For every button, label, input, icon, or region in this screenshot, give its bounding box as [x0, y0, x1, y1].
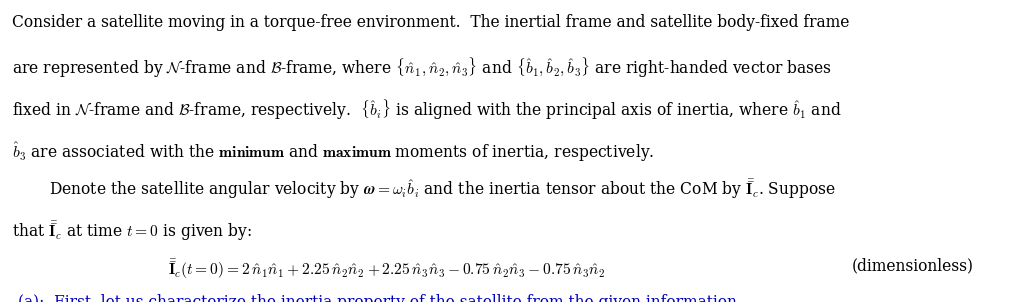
Text: fixed in $\mathcal{N}$-frame and $\mathcal{B}$-frame, respectively.  $\{\hat{b}_: fixed in $\mathcal{N}$-frame and $\mathc… [12, 98, 842, 122]
Text: are represented by $\mathcal{N}$-frame and $\mathcal{B}$-frame, where $\{\hat{n}: are represented by $\mathcal{N}$-frame a… [12, 56, 832, 79]
Text: (dimensionless): (dimensionless) [851, 257, 973, 274]
Text: $\bar{\bar{\mathbf{I}}}_c(t=0) = 2\,\hat{n}_1\hat{n}_1 + 2.25\,\hat{n}_2\hat{n}_: $\bar{\bar{\mathbf{I}}}_c(t=0) = 2\,\hat… [168, 257, 606, 281]
Text: Consider a satellite moving in a torque-free environment.  The inertial frame an: Consider a satellite moving in a torque-… [12, 14, 849, 31]
Text: $\hat{b}_3$ are associated with the $\mathbf{minimum}$ and $\mathbf{maximum}$ mo: $\hat{b}_3$ are associated with the $\ma… [12, 140, 654, 164]
Text: (a):  First, let us characterize the inertia property of the satellite from the : (a): First, let us characterize the iner… [18, 294, 742, 302]
Text: that $\bar{\bar{\mathbf{I}}}_c$ at time $t=0$ is given by:: that $\bar{\bar{\mathbf{I}}}_c$ at time … [12, 219, 252, 243]
Text: Denote the satellite angular velocity by $\boldsymbol{\omega} = \omega_i\hat{b}_: Denote the satellite angular velocity by… [49, 177, 836, 201]
